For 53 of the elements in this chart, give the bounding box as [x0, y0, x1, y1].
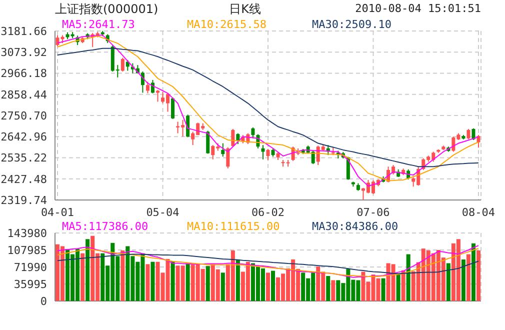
y-tick-label: 107985 [7, 244, 47, 257]
bar [266, 272, 270, 301]
y-tick-label: 2642.96 [0, 130, 47, 144]
y-tick-label: 2858.44 [0, 88, 48, 102]
bar [476, 250, 480, 301]
bar [446, 263, 450, 301]
x-tick-label: 04-01 [40, 206, 74, 219]
y-tick-label: 2750.70 [0, 109, 47, 122]
bar [401, 270, 406, 301]
y-tick-label: 71990 [14, 260, 47, 274]
y-tick-label: 0 [40, 294, 47, 308]
y-tick-label: 143980 [7, 226, 47, 240]
bar [206, 266, 210, 301]
bar [220, 272, 225, 301]
bar [406, 254, 410, 301]
bar [86, 239, 90, 301]
chart-title: 上证指数(000001) [55, 1, 158, 18]
bar [236, 259, 240, 301]
y-tick-label: 2966.18 [0, 67, 47, 80]
text: MA10:2615.58 [187, 18, 268, 31]
x-tick-label: 05-04 [146, 206, 180, 219]
bar [170, 261, 175, 301]
text: 2010-08-04 15:01:51 [355, 2, 481, 15]
x-tick-label: 08-04 [462, 206, 496, 219]
bar [150, 262, 155, 301]
text: MA30:84386.00 [312, 220, 400, 233]
y-tick-label: 2319.74 [0, 194, 48, 207]
y-tick-label: 3073.92 [0, 46, 47, 60]
line-series [57, 48, 479, 168]
bar [471, 243, 476, 301]
bar [381, 278, 386, 301]
y-tick-label: 2535.22 [0, 152, 47, 165]
y-tick-label: 2427.48 [0, 172, 47, 186]
bar [80, 253, 85, 301]
line-series [57, 254, 479, 274]
bar [331, 280, 336, 301]
bar [461, 259, 466, 301]
bar [146, 264, 150, 301]
text: MA30:2509.10 [312, 18, 392, 31]
y-tick-label: 3181.66 [0, 24, 47, 38]
bar [271, 270, 276, 301]
bar [120, 250, 125, 301]
bar [186, 263, 190, 301]
x-tick-label: 06-02 [251, 206, 285, 219]
y-tick-label: 35995 [14, 278, 47, 291]
bar [396, 274, 400, 301]
series-label: MA5:117386.00 [62, 220, 150, 233]
bar [466, 254, 470, 301]
bar [326, 276, 330, 301]
text: MA10:111615.00 [187, 220, 281, 233]
x-tick-label: 07-06 [356, 206, 390, 219]
chart-subtitle: 日K线 [228, 1, 262, 18]
series-label: MA5:2641.73 [62, 18, 136, 31]
